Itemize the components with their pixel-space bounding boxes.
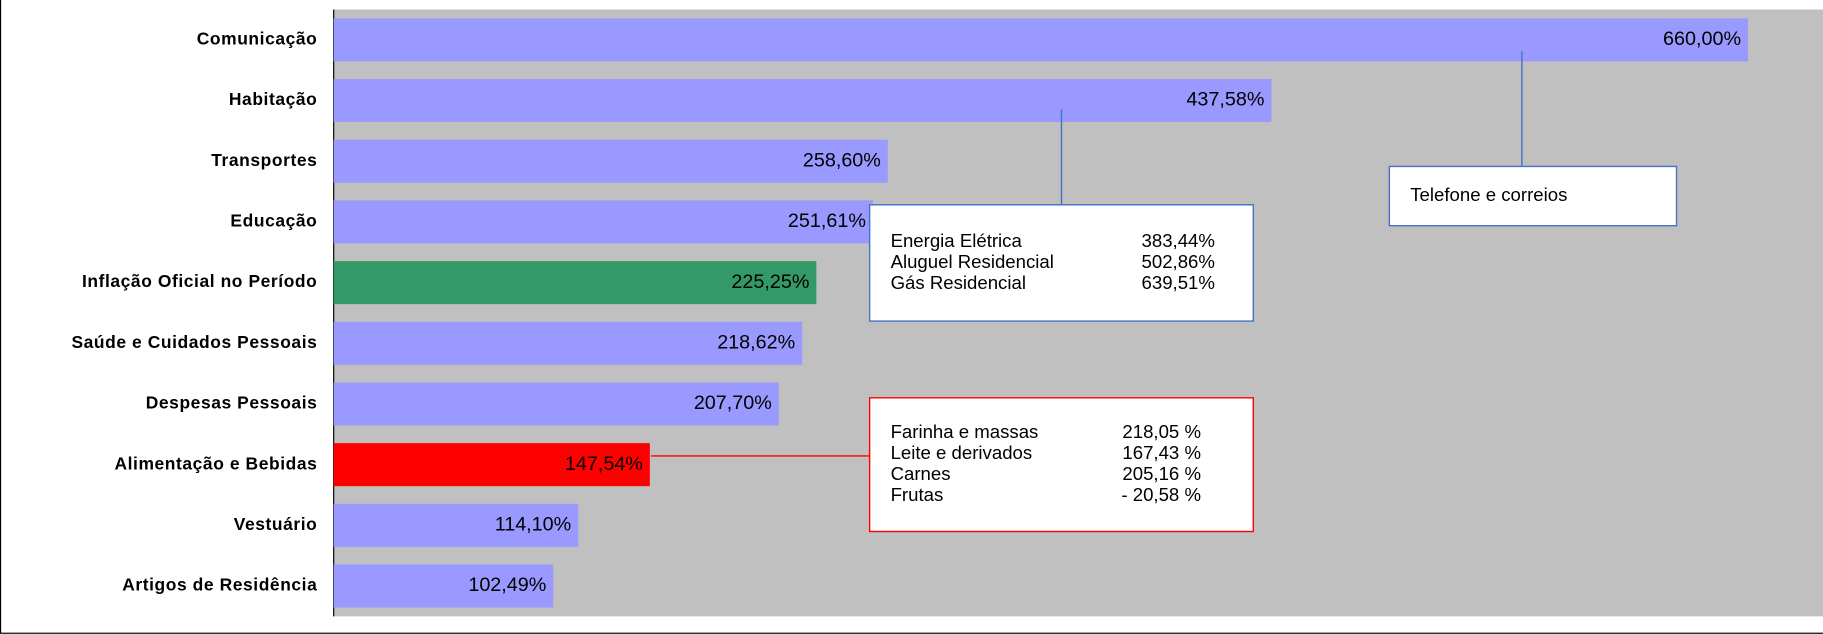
data-label: 147,54% [565,453,643,475]
annotation-value: 383,44% [1142,230,1215,251]
annotation-box [868,397,1255,533]
annotation-text: Telefone e correios [1410,184,1567,205]
y-tick-label: Transportes [211,150,317,170]
data-label: 102,49% [468,574,546,596]
data-label: 114,10% [495,514,572,536]
annotation-value: 639,51% [1142,272,1215,293]
bar [333,79,1272,123]
y-tick-label: Saúde e Cuidados Pessoais [71,332,317,352]
y-tick-label: Habitação [229,89,317,109]
bar [333,321,803,365]
bar [333,443,650,487]
annotation-value: 205,16 % [1122,463,1201,484]
annotation-text: Carnes [891,463,951,484]
annotation-value: 218,05 % [1122,421,1201,442]
y-tick-label: Educação [230,211,317,231]
annotation-text: Aluguel Residencial [891,251,1054,272]
bar [333,139,888,183]
y-tick-label: Comunicação [197,28,318,48]
data-label: 218,62% [717,331,795,353]
annotation-value: 502,86% [1142,251,1215,272]
y-tick-label: Artigos de Residência [122,575,317,595]
bar [333,564,554,608]
y-tick-label: Despesas Pessoais [146,393,318,413]
y-tick-label: Alimentação e Bebidas [114,453,317,473]
y-tick-label: Vestuário [234,514,318,534]
bar [333,200,873,244]
bar [333,503,579,547]
annotation-value: - 20,58 % [1121,484,1201,505]
data-label: 207,70% [694,392,772,414]
bar [333,382,779,426]
data-label: 251,61% [788,210,866,232]
annotation-text: Leite e derivados [891,442,1033,463]
bar [333,18,1748,62]
annotation-text: Energia Elétrica [891,230,1023,251]
annotation-text: Frutas [891,484,944,505]
annotation-box [1388,165,1678,227]
data-label: 225,25% [731,271,809,293]
data-label: 437,58% [1186,89,1264,111]
annotation-box [868,204,1255,322]
annotation-text: Gás Residencial [891,272,1026,293]
y-tick-label: Inflação Oficial no Período [82,271,317,291]
annotation-text: Farinha e massas [891,421,1039,442]
annotation-value: 167,43 % [1122,442,1201,463]
data-label: 258,60% [803,149,881,171]
data-label: 660,00% [1663,28,1741,50]
bar [333,261,817,305]
